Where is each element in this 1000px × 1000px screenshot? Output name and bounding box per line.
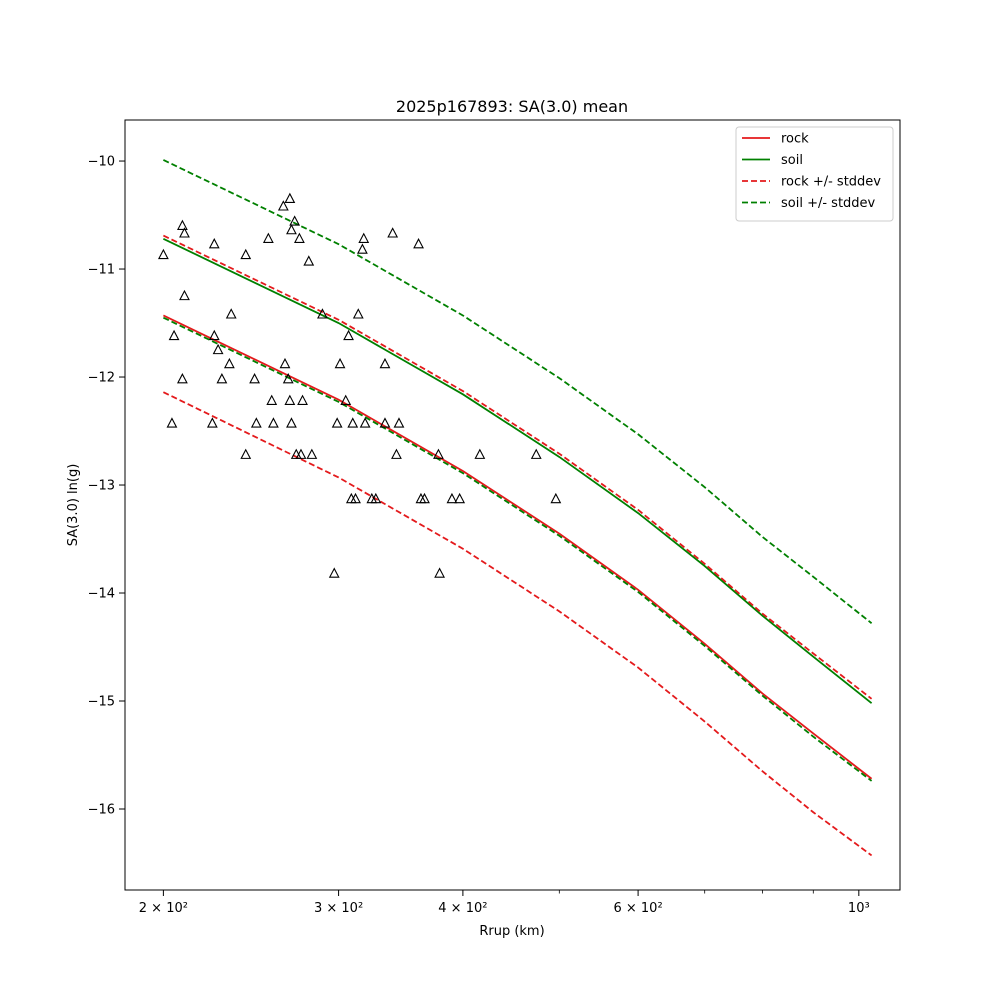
observation-marker [350,492,361,504]
legend-label: soil [781,153,803,168]
legend-label: rock [781,132,809,147]
observation-marker [225,308,237,319]
observation-marker [347,417,359,428]
observation-marker [379,417,391,428]
y-axis: −10 −11 −12 −13 −14 −15 −16 [88,155,125,818]
observation-marker [166,417,178,428]
observation-marker [262,232,274,243]
legend-label: soil +/- stddev [781,196,876,211]
observation-marker [179,227,190,238]
observation-marker [282,373,294,384]
observation-marker [277,200,289,211]
observation-marker [289,215,301,226]
y-tick-label: −10 [88,155,115,170]
observation-marker [223,357,235,369]
series-line-5 [162,316,873,782]
observation-marker [295,448,307,459]
observation-marker [393,417,405,428]
observation-marker [359,417,371,428]
y-tick-label: −15 [88,695,115,710]
observation-marker [358,232,370,243]
observation-marker [454,492,466,504]
observation-marker [212,343,224,355]
observation-marker [391,448,402,459]
x-tick-label: 6 × 10² [613,901,662,916]
y-axis-label: SA(3.0) ln(g) [66,464,81,547]
series-line-0 [162,314,873,780]
observation-marker [550,492,562,504]
series-line-2 [162,234,873,700]
x-tick-label: 2 × 10² [139,901,188,916]
observation-marker [179,289,190,301]
observation-marker [249,373,260,384]
legend-label: rock +/- stddev [781,175,881,190]
observation-marker [379,357,391,369]
observation-marker [216,373,228,384]
observation-marker [206,417,218,428]
observation-marker [279,357,291,369]
observation-marker [419,492,430,504]
plot-area [124,119,901,891]
observation-marker [286,223,297,235]
series-line-4 [162,159,873,624]
y-tick-label: −14 [88,587,115,602]
x-axis: 2 × 10² 3 × 10² 4 × 10² 6 × 10² 10³ [139,890,870,916]
observation-marker [343,329,354,341]
legend-box [735,126,894,222]
observation-marker [268,417,279,428]
observation-marker [387,227,399,238]
x-tick-label: 4 × 10² [438,901,487,916]
observation-marker [208,329,220,341]
observation-marker [356,243,368,254]
observation-marker [340,394,352,405]
observation-marker [433,448,444,459]
observation-marker [294,232,305,243]
observation-marker [303,255,315,266]
observation-marker [284,394,296,405]
chart-title: 2025p167893: SA(3.0) mean [396,97,628,116]
x-tick-label: 3 × 10² [314,901,363,916]
y-tick-label: −12 [88,371,115,386]
x-tick-label: 10³ [848,901,870,916]
series-line-1 [162,237,873,704]
observation-marker [266,394,278,405]
observation-marker [331,417,343,428]
observation-marker [176,373,188,384]
observation-marker [530,448,542,459]
observation-marker [240,448,252,459]
y-tick-label: −16 [88,803,115,818]
observation-marker [157,248,169,260]
observation-marker [317,308,328,319]
observation-marker [446,492,458,504]
observation-marker [306,448,318,459]
observation-marker [370,492,382,504]
legend: rock soil rock +/- stddev soil +/- stddev [735,126,894,222]
observation-marker [352,308,364,319]
observation-marker [240,248,252,260]
observation-marker [286,417,297,428]
y-tick-label: −13 [88,479,115,494]
observation-marker [434,567,445,578]
x-axis-label: Rrup (km) [479,924,544,939]
observation-marker [208,238,220,249]
observation-marker [284,192,296,203]
y-tick-label: −11 [88,263,115,278]
observation-marker [474,448,486,459]
observation-marker [250,417,262,428]
observation-marker [168,329,180,341]
observation-marker [176,219,188,230]
observation-marker [413,238,424,249]
observation-marker [297,394,308,405]
observation-marker [328,567,340,578]
series-line-3 [162,391,873,857]
observation-marker [334,357,346,369]
plot-frame [124,119,901,891]
